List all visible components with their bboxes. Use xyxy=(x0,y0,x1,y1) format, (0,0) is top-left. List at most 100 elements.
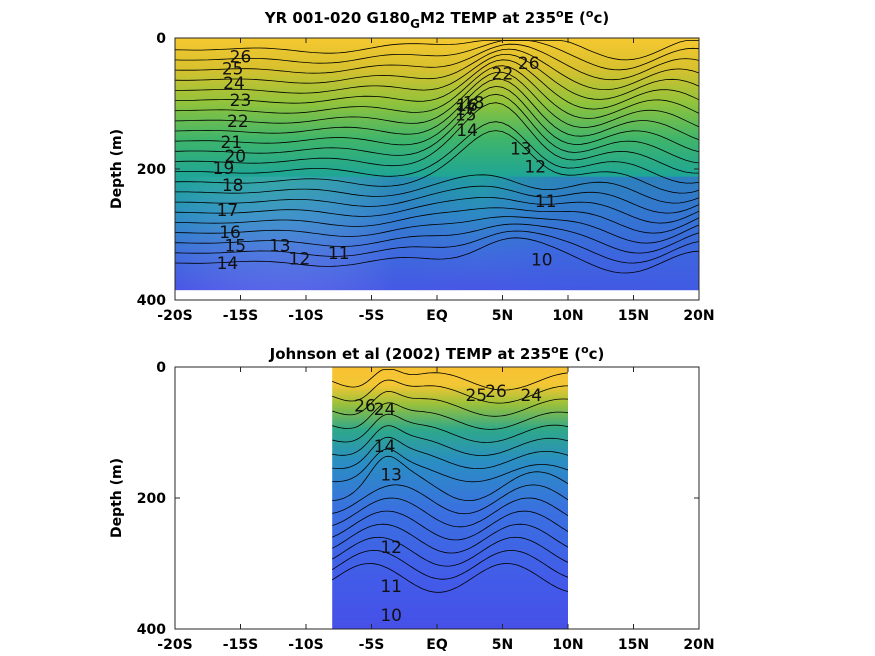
panel-model-isotherm-line xyxy=(174,102,700,174)
panel-model-x-tick-label: 20N xyxy=(683,308,714,324)
panel-model-contour-label: 19 xyxy=(213,159,235,179)
panel-model-isotherm-line xyxy=(174,216,700,244)
panel-model-contour-label: 18 xyxy=(463,94,485,114)
panel-observations-isotherm-line xyxy=(332,390,569,417)
panel-model-isotherm-line xyxy=(174,43,700,81)
panel-model-isotherm-line xyxy=(174,71,700,128)
panel-observations-x-tick-label: -15S xyxy=(223,637,258,653)
panel-model-isotherm-line xyxy=(174,65,700,119)
panel-observations-y-ticks: 0 200 400 xyxy=(137,360,699,638)
panel-model-contour-label: 18 xyxy=(222,176,244,196)
panel-observations-y-tick-label: 0 xyxy=(156,360,166,376)
panel-model-isotherm-line xyxy=(174,121,700,184)
panel-model-isotherm-line xyxy=(174,48,700,91)
panel-model-isotherm-line xyxy=(174,40,700,71)
panel-model-y-ticks: 0 200 400 xyxy=(137,31,699,309)
panel-model-contour-label: 25 xyxy=(222,59,244,79)
panel-observations-contour-label: 24 xyxy=(374,400,396,420)
panel-observations-contour-label: 24 xyxy=(520,386,542,406)
panel-model-x-tick-label: -5S xyxy=(359,308,385,324)
panel-model-contour-label: 11 xyxy=(328,244,350,264)
panel-model-isotherm-line xyxy=(174,197,700,224)
panel-observations-contour-label: 10 xyxy=(380,606,402,626)
panel-observations-x-tick-label: -10S xyxy=(288,637,323,653)
panel-model-y-tick-label: 0 xyxy=(156,31,166,47)
panel-model-contour-label: 17 xyxy=(455,100,477,120)
panel-observations-y-tick-label: 200 xyxy=(137,491,166,507)
panel-model-contour-label: 14 xyxy=(456,121,478,141)
panel-model-contour-label: 26 xyxy=(230,48,252,68)
panel-model-x-ticks: -20S -15S -10S -5S EQ 5N 10N 15N 20N xyxy=(157,38,715,324)
panel-model-contour-label: 10 xyxy=(531,251,553,271)
panel-model-contour-label: 22 xyxy=(227,112,249,132)
panel-observations-isotherm-line xyxy=(332,455,569,501)
panel-observations-isotherm-line xyxy=(332,425,569,457)
panel-observations-isotherm-line xyxy=(332,379,568,404)
panel-model-y-tick-label: 200 xyxy=(137,162,166,178)
panel-model-field xyxy=(175,38,699,291)
panel-model-contours xyxy=(174,40,700,274)
panel-model-isotherm-line xyxy=(174,85,700,153)
panel-observations-contour-label: 25 xyxy=(465,386,487,406)
panel-observations-isotherm-line xyxy=(332,413,569,443)
panel-model-x-tick-label: 15N xyxy=(618,308,649,324)
panel-observations-contours xyxy=(331,369,569,593)
panel-model-isotherm-line xyxy=(174,130,700,194)
panel-observations-isotherm-line xyxy=(331,536,569,567)
panel-model-contour-label: 17 xyxy=(217,201,239,221)
panel-observations-contour-label: 26 xyxy=(354,396,376,416)
panel-model-contour-label: 23 xyxy=(230,91,252,111)
panel-observations-contour-label: 12 xyxy=(380,538,402,558)
panel-model-x-tick-label: 5N xyxy=(492,308,513,324)
panel-observations-x-tick-label: -5S xyxy=(359,637,385,653)
panel-observations-isotherm-line xyxy=(332,484,569,515)
panel-model-contour-label: 15 xyxy=(224,236,246,256)
panel-observations-isotherm-line xyxy=(332,510,569,541)
panel-model-contour-label: 12 xyxy=(524,158,546,178)
panel-observations-isotherm-line xyxy=(332,369,569,391)
panel-model-contour-label: 16 xyxy=(456,96,478,116)
panel-model-contour-label: 13 xyxy=(510,139,532,159)
panel-observations-contour-label: 13 xyxy=(380,466,402,486)
panel-observations-x-tick-label: 5N xyxy=(492,637,513,653)
panel-observations-x-tick-label: 15N xyxy=(618,637,649,653)
panel-model-ylabel: Depth (m) xyxy=(109,129,125,209)
panel-model-contour-label: 11 xyxy=(535,192,557,212)
panel-model-y-tick-label: 400 xyxy=(137,293,166,309)
panel-observations-x-tick-label: EQ xyxy=(426,637,448,653)
panel-model-isotherm-line xyxy=(174,40,699,61)
panel-model-x-tick-label: -10S xyxy=(288,308,323,324)
panel-model-contour-label: 22 xyxy=(492,65,514,85)
panel-model-contour-label: 26 xyxy=(518,54,540,74)
panel-observations-isotherm-line xyxy=(331,563,569,593)
panel-model-x-tick-label: -20S xyxy=(157,308,192,324)
panel-model-contour-label: 15 xyxy=(455,105,477,125)
panel-model-isotherm-line xyxy=(174,93,700,164)
panel-observations-isotherm-line xyxy=(332,402,569,430)
panel-model-isotherm-line xyxy=(174,207,700,234)
panel-observations-x-tick-label: -20S xyxy=(157,637,192,653)
panel-model-x-tick-label: -15S xyxy=(223,308,258,324)
panel-model-contour-label: 12 xyxy=(289,249,311,269)
panel-observations-contour-label: 26 xyxy=(485,382,507,402)
panel-model-isotherm-line xyxy=(175,185,700,214)
panel-observations-isotherm-line xyxy=(332,448,569,483)
panel-observations-x-tick-label: 10N xyxy=(552,637,583,653)
panel-observations-y-tick-label: 400 xyxy=(137,622,166,638)
panel-observations-ylabel: Depth (m) xyxy=(109,458,125,538)
panel-model-contour-label: 24 xyxy=(223,74,245,94)
panel-observations-x-tick-label: 20N xyxy=(683,637,714,653)
panel-observations-isotherm-line xyxy=(332,436,569,469)
panel-model-isotherm-line xyxy=(174,230,700,264)
panel-model-contour-label: 20 xyxy=(224,147,246,167)
panel-model-isotherm-line xyxy=(174,223,700,254)
panel-model-contour-label: 21 xyxy=(221,133,243,153)
panel-observations-isotherm-line xyxy=(332,497,569,528)
panel-observations-title: Johnson et al (2002) TEMP at 235oE (oc) xyxy=(269,343,605,363)
panel-observations-isotherm-line xyxy=(332,523,569,554)
panel-model-isotherm-line xyxy=(175,174,700,204)
panel-observations-contour-label: 14 xyxy=(374,437,396,457)
panel-observations-isotherm-line xyxy=(331,549,569,580)
